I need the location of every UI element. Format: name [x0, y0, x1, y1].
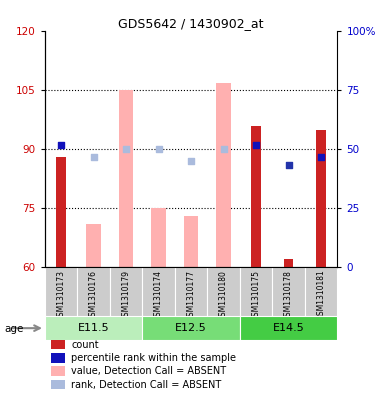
Point	[253, 142, 259, 149]
Text: E14.5: E14.5	[273, 323, 305, 333]
Point	[156, 146, 162, 152]
Text: GSM1310181: GSM1310181	[317, 270, 326, 320]
Bar	[175, 267, 207, 316]
Point	[285, 162, 292, 168]
Bar	[251, 126, 261, 267]
Text: percentile rank within the sample: percentile rank within the sample	[71, 353, 236, 363]
Bar	[305, 267, 337, 316]
Bar	[240, 316, 337, 340]
Title: GDS5642 / 1430902_at: GDS5642 / 1430902_at	[118, 17, 264, 30]
Point	[123, 146, 129, 152]
Text: GSM1310175: GSM1310175	[252, 270, 261, 321]
Bar	[51, 353, 65, 363]
Bar	[86, 224, 101, 267]
Bar	[184, 216, 199, 267]
Text: GSM1310176: GSM1310176	[89, 270, 98, 321]
Bar	[142, 267, 175, 316]
Text: count: count	[71, 340, 99, 350]
Bar	[142, 316, 240, 340]
Text: GSM1310173: GSM1310173	[57, 270, 66, 321]
Bar	[151, 208, 166, 267]
Text: GSM1310178: GSM1310178	[284, 270, 293, 321]
Bar	[110, 267, 142, 316]
Bar	[272, 267, 305, 316]
Text: E12.5: E12.5	[175, 323, 207, 333]
Bar	[56, 157, 66, 267]
Text: rank, Detection Call = ABSENT: rank, Detection Call = ABSENT	[71, 380, 222, 389]
Point	[58, 142, 64, 149]
Bar	[45, 316, 142, 340]
Bar	[51, 340, 65, 349]
Text: GSM1310179: GSM1310179	[122, 270, 131, 321]
Text: value, Detection Call = ABSENT: value, Detection Call = ABSENT	[71, 366, 227, 376]
Point	[220, 146, 227, 152]
Bar	[284, 259, 294, 267]
Bar	[45, 267, 77, 316]
Point	[188, 158, 194, 164]
Bar	[51, 366, 65, 376]
Point	[318, 154, 324, 160]
Bar	[77, 267, 110, 316]
Text: GSM1310174: GSM1310174	[154, 270, 163, 321]
Bar	[316, 130, 326, 267]
Text: GSM1310180: GSM1310180	[219, 270, 228, 321]
Bar	[216, 83, 231, 267]
Bar	[119, 90, 133, 267]
Point	[90, 154, 97, 160]
Text: E11.5: E11.5	[78, 323, 110, 333]
Text: GSM1310177: GSM1310177	[186, 270, 196, 321]
Text: age: age	[4, 324, 23, 334]
Bar	[240, 267, 272, 316]
Bar	[207, 267, 240, 316]
Bar	[51, 380, 65, 389]
